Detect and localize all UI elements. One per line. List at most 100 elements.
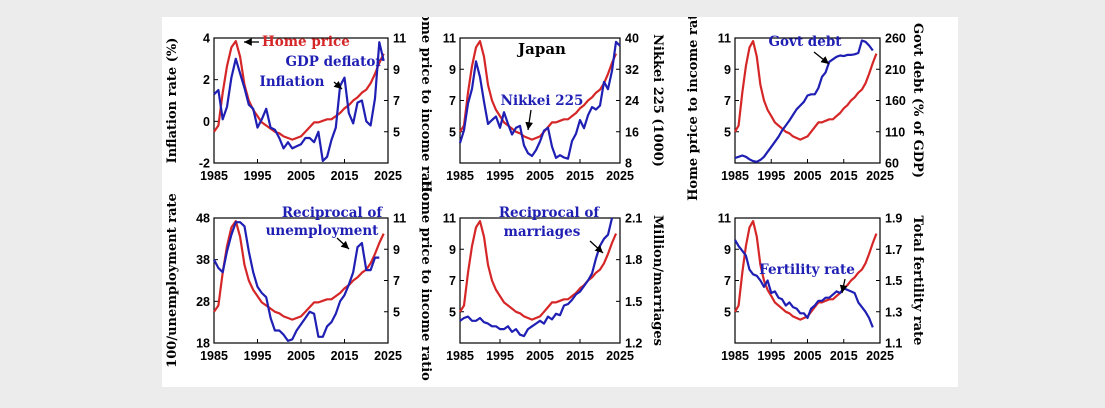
right-y-tick-label: 1.5 xyxy=(885,274,902,288)
left-y-tick-label: 18 xyxy=(196,337,210,351)
right-y-tick-label: 40 xyxy=(625,32,639,46)
right-y-tick-label: 11 xyxy=(393,212,406,226)
annotation-label: Reciprocal of xyxy=(499,205,601,221)
x-tick-label: 1995 xyxy=(244,349,272,363)
left-y-tick-label: 9 xyxy=(724,63,731,77)
right-y-tick-label: 11 xyxy=(393,32,406,46)
left-axis-title: Home price to income ratio xyxy=(686,17,701,201)
home-price-line xyxy=(459,40,618,141)
right-y-tick-label: 210 xyxy=(885,63,906,77)
right-axis-title: Total fertility rate xyxy=(910,216,925,346)
right-y-tick-label: 9 xyxy=(393,63,400,77)
x-tick-label: 2015 xyxy=(331,349,359,363)
chart-panel-fertility: 1985 1995 2005 2015 2025 5 7 9 11 1.1 1.3 1.5 1.7 1.9… xyxy=(718,212,925,364)
left-y-tick-label: 11 xyxy=(443,32,456,46)
x-tick-label: 2015 xyxy=(331,169,359,183)
left-y-tick-label: 5 xyxy=(724,305,731,319)
left-y-tick-label: 7 xyxy=(724,274,731,288)
x-tick-label: 1985 xyxy=(200,349,228,363)
left-y-tick-label: 9 xyxy=(724,243,731,257)
annotation-label: unemployment xyxy=(266,223,380,239)
x-tick-label: 2025 xyxy=(374,169,402,183)
left-y-tick-label: 4 xyxy=(203,32,210,46)
left-y-tick-label: 5 xyxy=(449,125,456,139)
x-tick-label: 1985 xyxy=(446,349,474,363)
x-tick-label: 2025 xyxy=(866,169,894,183)
x-tick-label: 2025 xyxy=(866,349,894,363)
right-y-tick-label: 2.1 xyxy=(625,212,642,226)
x-tick-label: 2005 xyxy=(287,169,315,183)
x-tick-label: 1995 xyxy=(486,169,514,183)
chart-panel-nikkei: 1985 1995 2005 2015 2025 5 7 9 11 8 16 24 32 40 Nikkei… xyxy=(443,32,665,184)
x-tick-label: 1985 xyxy=(721,349,749,363)
left-y-tick-label: 28 xyxy=(196,295,210,309)
annotation-label: Home price xyxy=(262,34,350,50)
right-y-tick-label: 1.1 xyxy=(885,337,902,351)
annotation-arrow xyxy=(333,80,343,90)
chart-panel-debt: 1985 1995 2005 2015 2025 5 7 9 11 60 110 160 210 260 H… xyxy=(686,17,925,201)
right-axis-title: Million/marriages xyxy=(650,215,665,346)
annotation-label: GDP deflator xyxy=(285,54,383,70)
x-tick-label: 2015 xyxy=(830,349,858,363)
chart-panel-unemployment: 1985 1995 2005 2015 2025 18 28 38 48 5 7 9 11 100/une… xyxy=(165,180,433,381)
left-y-tick-label: 11 xyxy=(443,212,456,226)
left-y-tick-label: 9 xyxy=(449,63,456,77)
right-y-tick-label: 110 xyxy=(885,125,905,139)
x-tick-label: 2005 xyxy=(526,349,554,363)
right-axis-title: Nikkei 225 (1000) xyxy=(650,34,665,167)
x-tick-label: 2005 xyxy=(794,349,822,363)
left-y-tick-label: 5 xyxy=(449,305,456,319)
annotation-arrow xyxy=(525,109,534,131)
right-y-tick-label: 8 xyxy=(625,157,632,171)
annotation-label: Nikkei 225 xyxy=(501,93,584,109)
annotation-label: Reciprocal of xyxy=(282,205,384,221)
left-y-tick-label: 48 xyxy=(196,212,210,226)
annotation-label: Govt debt xyxy=(768,34,842,50)
x-tick-label: 2005 xyxy=(794,169,822,183)
x-tick-label: 1995 xyxy=(244,169,272,183)
left-axis-title: 100/unemployment rate xyxy=(165,193,180,368)
x-tick-label: 1985 xyxy=(721,169,749,183)
right-axis-title: Home price to income ratio xyxy=(418,17,433,201)
right-y-tick-label: 260 xyxy=(885,32,906,46)
figure-panel: 1985 1995 2005 2015 2025 -2 0 2 4 5 7 9 11 Inflation … xyxy=(162,17,958,387)
left-y-tick-label: 2 xyxy=(203,73,210,87)
right-y-tick-label: 32 xyxy=(625,63,639,77)
x-tick-label: 1985 xyxy=(446,169,474,183)
left-y-tick-label: 5 xyxy=(724,125,731,139)
left-y-tick-label: 7 xyxy=(449,94,456,108)
right-y-tick-label: 7 xyxy=(393,94,400,108)
annotation-arrow xyxy=(589,240,604,254)
x-tick-label: 1995 xyxy=(757,169,785,183)
annotation-arrow xyxy=(839,278,848,294)
comparison-line xyxy=(458,40,621,160)
x-tick-label: 2025 xyxy=(374,349,402,363)
annotation-arrow xyxy=(813,51,830,65)
right-y-tick-label: 1.3 xyxy=(885,305,902,319)
right-y-tick-label: 1.7 xyxy=(885,243,902,257)
left-y-tick-label: 38 xyxy=(196,253,210,267)
right-y-tick-label: 9 xyxy=(393,243,400,257)
right-y-tick-label: 160 xyxy=(885,94,906,108)
left-y-tick-label: 7 xyxy=(724,94,731,108)
right-axis-title: Home price to income ratio xyxy=(418,180,433,381)
home-price-line xyxy=(213,220,385,321)
x-tick-label: 2005 xyxy=(287,349,315,363)
left-y-tick-label: 9 xyxy=(449,243,456,257)
home-price-line xyxy=(213,40,385,141)
right-y-tick-label: 16 xyxy=(625,125,639,139)
right-axis-title: Govt debt (% of GDP) xyxy=(910,23,925,178)
right-y-tick-label: 24 xyxy=(625,94,639,108)
right-y-tick-label: 5 xyxy=(393,125,400,139)
comparison-line xyxy=(734,239,874,328)
comparison-line xyxy=(213,221,380,342)
right-y-tick-label: 5 xyxy=(393,305,400,319)
x-tick-label: 2015 xyxy=(566,169,594,183)
annotation-label: marriages xyxy=(504,224,581,240)
x-tick-label: 2015 xyxy=(830,169,858,183)
chart-panel-marriages: 1985 1995 2005 2015 2025 5 7 9 11 1.2 1.5 1.8 2.1 Mil… xyxy=(443,205,665,363)
chart-figure: 1985 1995 2005 2015 2025-202457911Inflation … xyxy=(165,17,925,381)
comparison-line xyxy=(213,41,385,162)
annotation-label: Japan xyxy=(516,40,566,58)
annotation-arrow xyxy=(336,237,350,250)
